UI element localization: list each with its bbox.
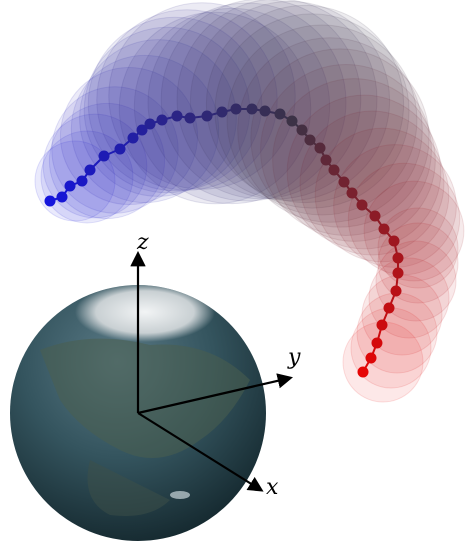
- trajectory-point: [114, 143, 126, 155]
- trajectory-point: [392, 252, 404, 264]
- uncertainty-disc: [260, 64, 432, 236]
- trajectory-point: [216, 106, 228, 118]
- uncertainty-disc: [250, 48, 430, 228]
- uncertainty-disc: [108, 2, 296, 190]
- uncertainty-disc: [176, 0, 378, 200]
- trajectory-point: [127, 132, 139, 144]
- trajectory-point: [357, 366, 369, 378]
- trajectory-point: [156, 114, 168, 126]
- globe: [10, 285, 266, 541]
- trajectory-point: [56, 191, 68, 203]
- trajectory-point: [64, 180, 76, 192]
- trajectory-point: [390, 285, 402, 297]
- y-axis: [137, 373, 294, 415]
- trajectory: [44, 103, 404, 378]
- uncertainty-disc: [333, 144, 457, 268]
- trajectory-point: [383, 302, 395, 314]
- trajectory-point: [314, 142, 326, 154]
- earth-surface: [40, 285, 250, 516]
- trajectory-point: [346, 187, 358, 199]
- trajectory-point: [274, 108, 286, 120]
- trajectory-point: [44, 195, 56, 207]
- trajectory-point: [365, 352, 377, 364]
- uncertainty-disc: [363, 180, 465, 282]
- trajectory-point: [286, 115, 298, 127]
- uncertainty-disc: [48, 102, 166, 220]
- uncertainty-disc: [272, 78, 436, 242]
- uncertainty-disc: [96, 9, 278, 191]
- uncertainty-disc: [226, 24, 418, 216]
- trajectory-point: [144, 118, 156, 130]
- uncertainty-disc: [147, 2, 347, 202]
- trajectory-point: [296, 124, 308, 136]
- x-label: x: [266, 475, 279, 500]
- trajectory-point: [320, 154, 332, 166]
- trajectory-point: [76, 175, 88, 187]
- trajectory-point: [371, 337, 383, 349]
- trajectory-point: [338, 176, 350, 188]
- uncertainty-disc: [368, 257, 450, 339]
- uncertainty-disc: [299, 110, 445, 256]
- trajectory-point: [392, 267, 404, 279]
- trajectory-point: [201, 110, 213, 122]
- trajectory-point: [376, 319, 388, 331]
- trajectory-point: [171, 110, 183, 122]
- uncertainty-disc: [87, 16, 263, 192]
- trajectory-point: [184, 112, 196, 124]
- uncertainty-disc: [347, 162, 461, 276]
- uncertainty-disc: [189, 0, 391, 202]
- x-axis: [137, 412, 264, 492]
- trajectory-point: [230, 103, 242, 115]
- z-label: z: [136, 230, 149, 255]
- trajectory-point: [246, 103, 258, 115]
- trajectory-point: [259, 105, 271, 117]
- trajectory-point: [84, 164, 96, 176]
- uncertainty-cloud: [34, 0, 465, 403]
- uncertainty-disc: [205, 4, 405, 204]
- uncertainty-disc: [342, 321, 424, 403]
- trajectory-point: [388, 235, 400, 247]
- trajectory-point: [98, 150, 110, 162]
- trajectory-point: [328, 164, 340, 176]
- trajectory-point: [356, 199, 368, 211]
- uncertainty-disc: [118, 11, 312, 205]
- axes: z y x: [130, 230, 301, 500]
- trajectory-point: [136, 124, 148, 136]
- trajectory-point: [304, 134, 316, 146]
- uncertainty-disc: [214, 13, 410, 209]
- y-label: y: [287, 345, 301, 370]
- trajectory-point: [369, 210, 381, 222]
- uncertainty-disc: [160, 0, 362, 200]
- uncertainty-disc: [237, 37, 423, 223]
- uncertainty-disc: [314, 127, 450, 263]
- trajectory-point: [378, 223, 390, 235]
- uncertainty-disc: [286, 94, 442, 250]
